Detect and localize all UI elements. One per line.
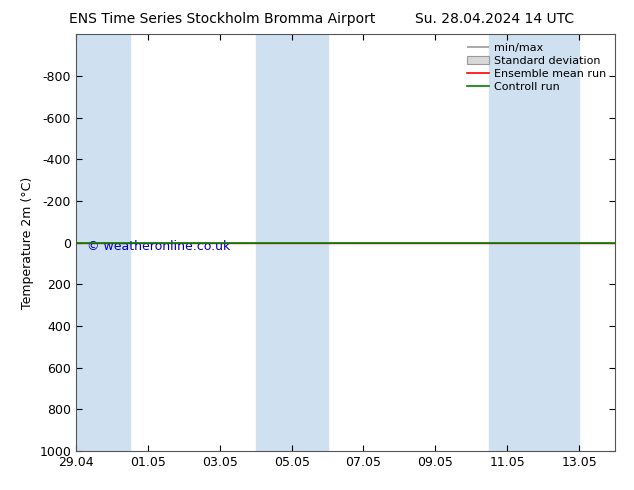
Bar — [489, 34, 579, 451]
Legend: min/max, Standard deviation, Ensemble mean run, Controll run: min/max, Standard deviation, Ensemble me… — [464, 40, 609, 95]
Y-axis label: Temperature 2m (°C): Temperature 2m (°C) — [21, 176, 34, 309]
Text: Su. 28.04.2024 14 UTC: Su. 28.04.2024 14 UTC — [415, 12, 574, 26]
Bar — [76, 34, 130, 451]
Bar — [256, 34, 328, 451]
Text: ENS Time Series Stockholm Bromma Airport: ENS Time Series Stockholm Bromma Airport — [68, 12, 375, 26]
Text: © weatheronline.co.uk: © weatheronline.co.uk — [87, 240, 230, 253]
